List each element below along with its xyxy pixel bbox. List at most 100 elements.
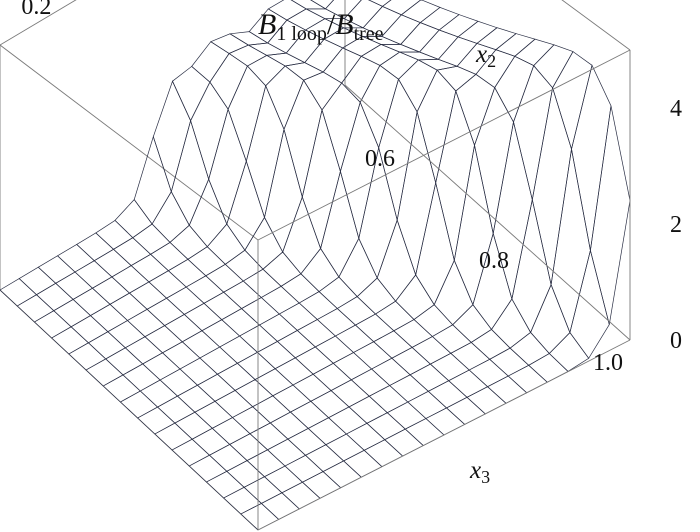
surface-cell xyxy=(381,14,421,45)
surface-cell xyxy=(282,195,321,275)
surface-cell xyxy=(124,336,164,365)
surface-cell xyxy=(513,64,553,200)
surface-cell xyxy=(427,380,468,409)
surface-cell xyxy=(33,310,72,339)
surface-cell xyxy=(287,427,327,456)
surface-cell xyxy=(400,0,441,24)
surface-cell xyxy=(206,223,246,265)
surface-cell xyxy=(409,363,450,392)
surface-cell xyxy=(276,329,316,359)
surface-cell xyxy=(381,0,422,16)
surface-cell xyxy=(281,481,321,510)
surface-cell xyxy=(292,373,332,402)
surface-cell xyxy=(126,308,166,338)
surface-cell xyxy=(448,369,489,398)
surface-cell xyxy=(396,111,437,277)
surface-cell xyxy=(74,260,113,289)
surface-cell xyxy=(95,219,134,250)
surface-cell xyxy=(393,319,433,348)
surface-cell xyxy=(87,331,126,360)
surface-cell xyxy=(348,395,388,424)
surface-cell xyxy=(227,65,267,163)
surface-cell xyxy=(243,476,283,504)
surface-cell xyxy=(157,395,196,424)
surface-cell xyxy=(260,285,300,315)
box-edge-back xyxy=(0,0,77,46)
surface-cell xyxy=(214,389,254,418)
surface-cell xyxy=(205,263,244,293)
surface-cell xyxy=(356,277,397,315)
surface-cell xyxy=(272,384,312,413)
surface-cell xyxy=(590,105,631,325)
surface-cell xyxy=(380,44,420,53)
surface-cell xyxy=(222,486,263,515)
surface-cell xyxy=(91,276,131,305)
surface-cell xyxy=(374,300,415,332)
z-tick-label: 2 xyxy=(670,212,682,238)
surface-cell xyxy=(161,341,201,370)
surface-cell xyxy=(407,390,448,419)
surface-cell xyxy=(114,199,153,239)
surface-cell xyxy=(404,418,445,447)
surface-cell xyxy=(373,330,413,359)
surface-mesh xyxy=(0,0,631,531)
surface-cell xyxy=(102,374,141,403)
x3-tick-label: 1.0 xyxy=(593,350,623,376)
surface-cell xyxy=(301,471,342,499)
x2-axis-label: x2 xyxy=(475,41,496,71)
surface-cell xyxy=(107,320,146,349)
surface-cell xyxy=(93,248,132,278)
surface-cell xyxy=(169,224,208,260)
surface-cell xyxy=(280,273,320,304)
surface-cell xyxy=(211,417,251,445)
surface-cell xyxy=(219,335,258,364)
surface-cell xyxy=(246,449,286,478)
surface-cell xyxy=(51,326,89,355)
surface-cell xyxy=(494,55,535,123)
surface-cell xyxy=(330,379,370,408)
surface-cell xyxy=(310,390,350,419)
surface-cell xyxy=(514,38,555,67)
surface-cell xyxy=(209,53,248,110)
surface-cell xyxy=(16,294,55,323)
surface-cell xyxy=(111,265,150,294)
surface-cell xyxy=(109,292,148,321)
surface-cell xyxy=(571,64,612,251)
surface-cell xyxy=(468,358,509,388)
surface-cell xyxy=(260,492,300,520)
surface-cell xyxy=(53,298,92,328)
surface-cell xyxy=(334,324,375,353)
surface-cell xyxy=(258,313,298,342)
surface-cell xyxy=(122,363,161,392)
surface-cell xyxy=(191,427,231,456)
surface-cell xyxy=(142,352,181,381)
surface-cell xyxy=(336,296,377,326)
surface-cell xyxy=(185,275,225,304)
surface-cell xyxy=(18,266,57,296)
surface-cell xyxy=(249,422,289,451)
surface-cell xyxy=(416,69,457,183)
surface-cell xyxy=(552,51,593,151)
surface-cell xyxy=(70,315,109,344)
surface-cell xyxy=(368,385,409,414)
surface-cell xyxy=(354,313,395,343)
x2-tick-label: 0.2 xyxy=(21,0,51,20)
surface-cell xyxy=(486,375,528,404)
surface-cell xyxy=(312,362,352,392)
box-edge-front xyxy=(257,49,631,241)
surface-cell xyxy=(321,82,361,173)
surface-cell xyxy=(307,417,348,446)
surface-cell xyxy=(511,199,552,334)
surface-cell xyxy=(294,346,334,375)
surface-cell xyxy=(210,33,250,54)
surface-cell xyxy=(240,502,280,531)
surface-cell xyxy=(368,0,392,7)
surface-cell xyxy=(228,44,268,67)
surface-cell xyxy=(400,22,440,53)
surface-cell xyxy=(56,243,95,273)
surface-cell xyxy=(352,341,393,370)
surface-cell xyxy=(130,253,169,283)
surface-cell xyxy=(470,328,511,360)
